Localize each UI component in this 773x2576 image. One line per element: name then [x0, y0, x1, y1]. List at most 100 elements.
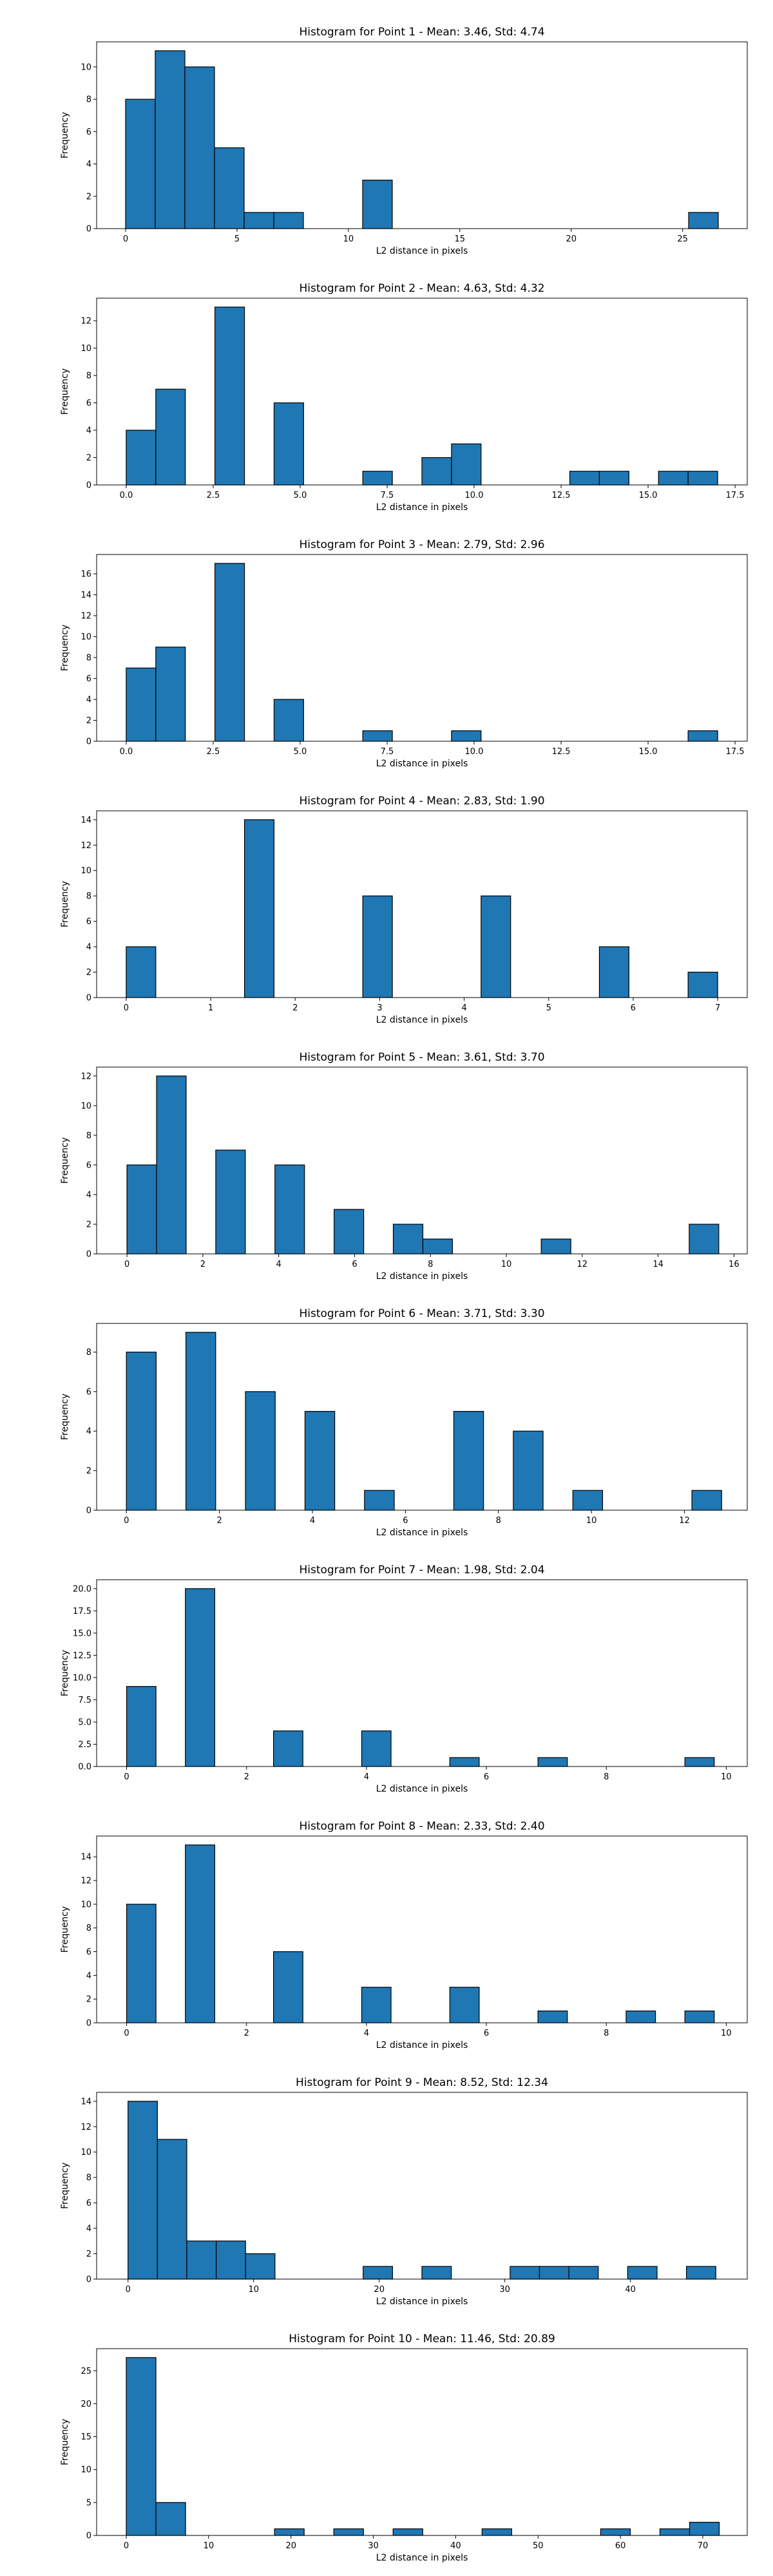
histogram-bar — [392, 1224, 424, 1255]
y-tick-label: 20.0 — [73, 1584, 91, 1594]
histogram-bar — [243, 212, 274, 229]
histogram-bar — [304, 1410, 336, 1511]
histogram-bar — [245, 2253, 276, 2280]
histogram-bar — [537, 1757, 568, 1767]
y-tick-label: 8 — [86, 1348, 91, 1358]
histogram-panel-3: Histogram for Point 3 - Mean: 2.79, Std:… — [0, 513, 773, 769]
y-tick-label: 2.5 — [78, 1740, 91, 1750]
x-tick-label: 7.5 — [381, 747, 394, 757]
y-tick-label: 0 — [86, 737, 91, 747]
histogram-bar — [126, 1686, 157, 1767]
histogram-svg-8: Histogram for Point 8 - Mean: 2.33, Std:… — [60, 1820, 748, 2050]
y-tick-label: 8 — [86, 372, 91, 381]
histogram-bar — [126, 1351, 157, 1511]
x-tick-label: 12.5 — [552, 491, 571, 500]
x-tick-label: 15.0 — [639, 491, 658, 500]
x-tick-label: 0 — [126, 2285, 131, 2295]
x-axis-label: L2 distance in pixels — [376, 759, 468, 769]
chart-title: Histogram for Point 6 - Mean: 3.71, Std:… — [299, 1307, 544, 1320]
y-tick-label: 14 — [81, 2097, 91, 2107]
y-tick-label: 2 — [86, 1995, 91, 2005]
histogram-svg-1: Histogram for Point 1 - Mean: 3.46, Std:… — [60, 26, 748, 256]
histogram-bar — [126, 667, 157, 742]
y-tick-label: 10 — [81, 344, 91, 354]
histogram-bar — [659, 2528, 691, 2536]
histogram-bar — [184, 66, 215, 229]
histogram-svg-4: Histogram for Point 4 - Mean: 2.83, Std:… — [60, 795, 748, 1025]
histogram-panel-1: Histogram for Point 1 - Mean: 3.46, Std:… — [0, 0, 773, 256]
x-tick-label: 2 — [292, 1003, 298, 1013]
y-tick-label: 14 — [81, 1853, 91, 1862]
y-tick-label: 0 — [86, 994, 91, 1003]
histogram-svg-9: Histogram for Point 9 - Mean: 8.52, Std:… — [60, 2076, 748, 2307]
y-tick-label: 6 — [86, 2199, 91, 2208]
histogram-bar — [421, 2266, 452, 2280]
x-tick-label: 14 — [653, 1260, 663, 1269]
histogram-panel-7: Histogram for Point 7 - Mean: 1.98, Std:… — [0, 1538, 773, 1794]
x-axis-label: L2 distance in pixels — [376, 1271, 468, 1282]
histogram-bar — [273, 402, 304, 486]
x-tick-label: 0 — [124, 1003, 129, 1013]
histogram-svg-2: Histogram for Point 2 - Mean: 4.63, Std:… — [60, 282, 748, 513]
y-tick-label: 12 — [81, 612, 91, 621]
histogram-bar — [155, 388, 186, 486]
histogram-bar — [539, 2266, 569, 2280]
y-axis-label: Frequency — [60, 2419, 70, 2465]
y-tick-label: 10 — [81, 632, 91, 642]
x-tick-label: 0 — [124, 1516, 129, 1526]
histogram-bar — [362, 180, 393, 229]
y-tick-label: 4 — [86, 160, 91, 169]
x-tick-label: 50 — [533, 2541, 544, 2551]
y-tick-label: 4 — [86, 1190, 91, 1200]
x-tick-label: 15 — [455, 234, 466, 244]
x-tick-label: 12 — [577, 1260, 588, 1269]
histogram-bar — [625, 2010, 656, 2023]
histogram-bar — [449, 1987, 480, 2023]
x-axis-label: L2 distance in pixels — [376, 1528, 468, 1538]
y-tick-label: 12.5 — [73, 1651, 91, 1661]
y-tick-label: 6 — [86, 128, 91, 137]
histogram-bar — [658, 471, 689, 486]
x-axis-label: L2 distance in pixels — [376, 2297, 468, 2307]
histogram-panel-4: Histogram for Point 4 - Mean: 2.83, Std:… — [0, 769, 773, 1025]
histogram-panel-2: Histogram for Point 2 - Mean: 4.63, Std:… — [0, 256, 773, 513]
y-axis-label: Frequency — [60, 368, 70, 415]
x-tick-label: 40 — [450, 2541, 461, 2551]
x-tick-label: 2 — [244, 2029, 249, 2038]
chart-title: Histogram for Point 1 - Mean: 3.46, Std:… — [299, 26, 544, 39]
histogram-bar — [245, 1391, 276, 1511]
histogram-bar — [185, 1844, 215, 2023]
axes-frame — [96, 1323, 748, 1511]
x-tick-label: 16 — [729, 1260, 740, 1269]
histogram-bar — [451, 730, 482, 742]
histogram-bar — [125, 99, 156, 229]
histogram-bar — [421, 457, 452, 486]
histogram-bar — [572, 1490, 604, 1511]
histogram-panel-8: Histogram for Point 8 - Mean: 2.33, Std:… — [0, 1794, 773, 2050]
histogram-bar — [274, 2528, 305, 2536]
y-tick-label: 20 — [81, 2400, 91, 2409]
x-tick-label: 0 — [124, 2541, 129, 2551]
histogram-bar — [449, 1757, 480, 1767]
y-tick-label: 25 — [81, 2367, 91, 2376]
y-tick-label: 8 — [86, 2174, 91, 2183]
y-tick-label: 17.5 — [73, 1607, 91, 1616]
bars — [126, 1075, 720, 1255]
histogram-bar — [362, 730, 393, 742]
x-tick-label: 8 — [604, 2029, 609, 2038]
x-tick-label: 4 — [310, 1516, 315, 1526]
axes-frame — [96, 1066, 748, 1255]
histogram-bar — [691, 1490, 722, 1511]
bars — [128, 2101, 716, 2280]
y-tick-label: 6 — [86, 1160, 91, 1170]
histogram-bar — [216, 2240, 246, 2280]
histogram-bar — [537, 2010, 568, 2023]
y-tick-label: 6 — [86, 674, 91, 684]
x-axis-label: L2 distance in pixels — [376, 1015, 468, 1025]
y-tick-label: 10 — [81, 62, 91, 72]
y-tick-label: 4 — [86, 696, 91, 705]
y-tick-label: 0.0 — [78, 1763, 91, 1772]
y-tick-label: 2 — [86, 1220, 91, 1229]
x-tick-label: 17.5 — [726, 747, 745, 757]
x-tick-label: 70 — [698, 2541, 709, 2551]
